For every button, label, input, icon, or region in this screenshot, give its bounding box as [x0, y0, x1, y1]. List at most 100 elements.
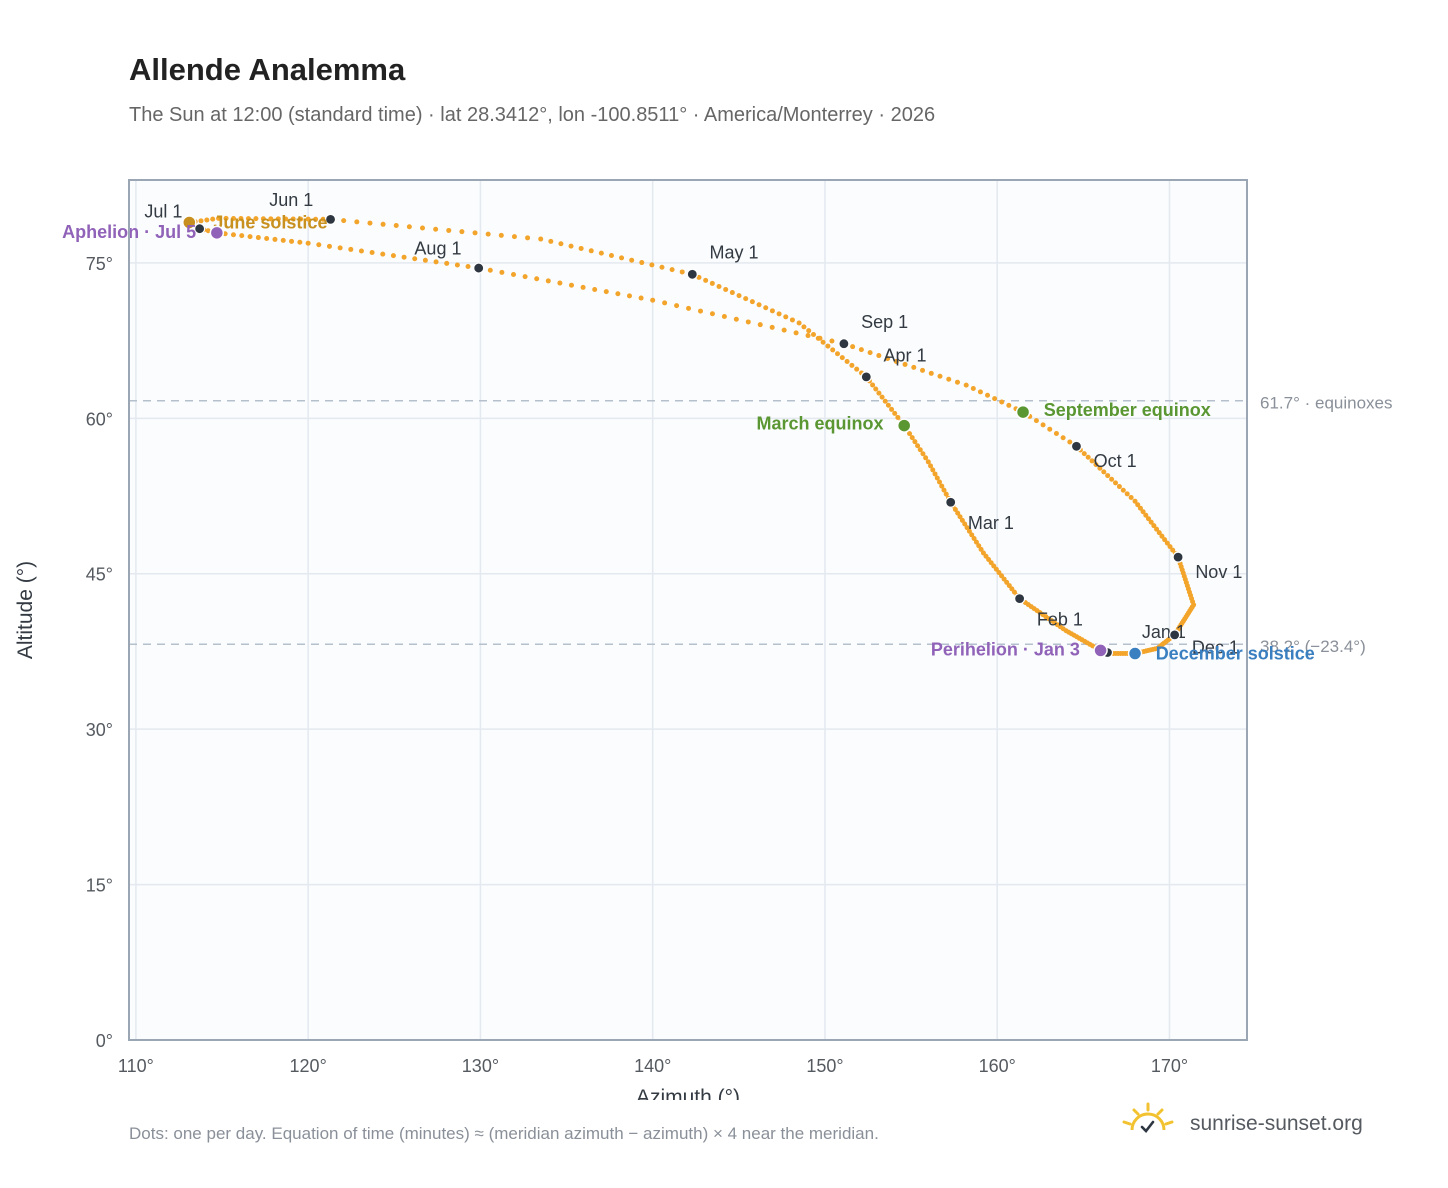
daily-dot [511, 234, 517, 240]
daily-dot [1148, 519, 1154, 525]
daily-dot [615, 291, 621, 297]
month-marker [194, 223, 206, 235]
event-marker [1127, 646, 1143, 661]
daily-dot [638, 295, 644, 301]
daily-dot [769, 324, 775, 330]
daily-dot [817, 335, 823, 341]
event-marker [182, 215, 197, 230]
y-axis-label: Altitude (°) [14, 561, 37, 659]
daily-dot [1053, 430, 1059, 436]
daily-dot [380, 221, 386, 227]
daily-dot [941, 487, 947, 493]
month-marker [1070, 440, 1083, 452]
daily-dot [320, 216, 326, 222]
daily-dot [959, 517, 965, 523]
daily-dot [703, 277, 709, 283]
daily-dot [893, 358, 899, 364]
daily-dot [1128, 495, 1134, 501]
daily-dot [1124, 491, 1130, 497]
daily-dot [367, 220, 373, 226]
y-tick-label: 30° [86, 720, 113, 740]
month-label: Sep 1 [861, 312, 908, 332]
x-tick-label: 170° [1151, 1056, 1188, 1076]
daily-dot [801, 324, 807, 330]
daily-dot [669, 267, 675, 273]
daily-dot [957, 514, 963, 520]
daily-dot [937, 373, 943, 379]
sun-logo-icon [1122, 1102, 1174, 1133]
daily-dot [412, 256, 418, 262]
daily-dot [548, 238, 554, 244]
daily-dot [985, 392, 991, 398]
daily-dot [485, 231, 491, 237]
daily-dot [932, 471, 938, 477]
daily-dot [1120, 487, 1126, 493]
daily-dot [472, 230, 478, 236]
daily-dot [592, 286, 598, 292]
daily-dot [578, 245, 584, 251]
chart-subtitle: The Sun at 12:00 (standard time) · lat 2… [129, 104, 936, 126]
daily-dot [980, 550, 986, 556]
daily-dot [882, 398, 888, 404]
daily-dot [280, 237, 286, 243]
daily-dot [1105, 473, 1111, 479]
daily-dot [465, 264, 471, 270]
daily-dot [525, 235, 531, 241]
daily-dot [977, 389, 983, 395]
month-label: Aug 1 [414, 239, 461, 259]
daily-dot [433, 259, 439, 265]
month-label: Jul 1 [144, 201, 182, 221]
daily-dot [341, 218, 347, 224]
daily-dot [920, 451, 926, 457]
daily-dot [1040, 422, 1046, 428]
daily-dot [1097, 465, 1103, 471]
x-axis-label: Azimuth (°) [636, 1086, 740, 1100]
daily-dot [216, 215, 222, 221]
daily-dot [930, 467, 936, 473]
daily-dot [709, 311, 715, 317]
daily-dot [433, 226, 439, 232]
daily-dot [763, 305, 769, 311]
daily-dot [369, 250, 375, 256]
daily-dot [659, 264, 665, 270]
event-label: June solstice [213, 213, 327, 233]
month-label: Feb 1 [1037, 610, 1083, 630]
daily-dot [776, 311, 782, 317]
y-tick-label: 75° [86, 254, 113, 274]
daily-dot [820, 339, 826, 345]
daily-dot [354, 219, 360, 225]
daily-dot [769, 308, 775, 314]
daily-dot [283, 216, 289, 222]
daily-dot [305, 216, 311, 222]
month-marker [838, 338, 850, 350]
daily-dot [1143, 512, 1149, 518]
daily-dot [1060, 435, 1066, 441]
daily-dot [923, 455, 929, 461]
daily-dot [928, 370, 934, 376]
daily-dot [1047, 426, 1053, 432]
daily-dot [925, 459, 931, 465]
daily-dot [858, 347, 864, 353]
daily-dot [459, 229, 465, 235]
daily-dot [876, 390, 882, 396]
brand-logo[interactable]: sunrise-sunset.org [1120, 1100, 1390, 1150]
daily-dot [326, 243, 332, 249]
daily-dot [198, 218, 204, 224]
daily-dot [674, 303, 680, 309]
daily-dot [264, 235, 270, 241]
month-label: Mar 1 [968, 513, 1014, 533]
daily-dot [962, 521, 968, 527]
daily-dot [743, 296, 749, 302]
brand-name: sunrise-sunset.org [1190, 1112, 1363, 1135]
daily-dot [1109, 476, 1115, 482]
daily-dot [964, 525, 970, 531]
daily-dot [538, 236, 544, 242]
daily-dot [697, 308, 703, 314]
daily-dot [943, 491, 949, 497]
daily-dot [1085, 454, 1091, 460]
daily-dot [499, 269, 505, 275]
daily-dot [245, 216, 251, 222]
daily-dot [510, 271, 516, 277]
daily-dot [825, 343, 831, 349]
daily-dot [238, 216, 244, 222]
